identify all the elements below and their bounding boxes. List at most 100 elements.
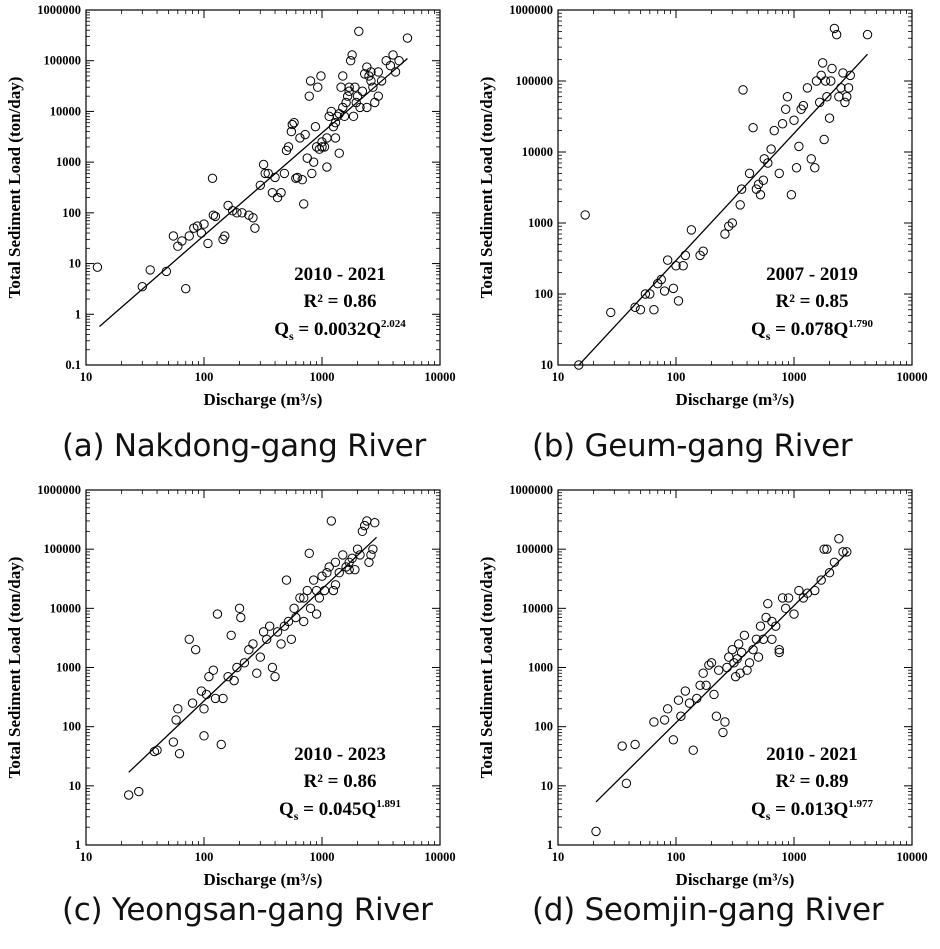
data-point bbox=[738, 85, 748, 95]
data-point bbox=[291, 173, 301, 184]
data-point bbox=[236, 612, 246, 623]
y-tick-label: 10000 bbox=[50, 601, 81, 615]
data-point bbox=[842, 92, 852, 102]
data-point bbox=[332, 111, 343, 122]
data-point bbox=[330, 580, 341, 590]
data-point bbox=[814, 97, 825, 108]
data-point bbox=[260, 168, 270, 179]
data-point bbox=[755, 190, 766, 200]
data-point bbox=[758, 175, 769, 185]
data-point bbox=[720, 229, 730, 239]
data-point bbox=[834, 534, 844, 544]
r-squared-label: R² = 0.89 bbox=[776, 771, 849, 792]
data-point bbox=[366, 550, 376, 560]
data-point bbox=[267, 662, 278, 673]
data-point bbox=[137, 281, 148, 292]
data-point bbox=[364, 557, 374, 567]
plot-frame bbox=[85, 9, 441, 366]
data-point bbox=[673, 296, 684, 306]
data-point bbox=[580, 210, 590, 220]
data-point bbox=[845, 70, 856, 81]
data-point bbox=[208, 210, 219, 220]
data-point bbox=[355, 102, 365, 113]
data-point bbox=[767, 616, 777, 627]
data-point bbox=[354, 26, 364, 37]
data-point bbox=[718, 727, 728, 738]
data-point bbox=[362, 102, 372, 113]
data-point bbox=[838, 547, 848, 557]
data-point bbox=[676, 711, 686, 721]
y-tick-label: 1000000 bbox=[509, 483, 553, 497]
data-point bbox=[123, 790, 134, 800]
y-tick-label: 1 bbox=[75, 307, 81, 321]
data-point bbox=[748, 644, 758, 655]
data-point bbox=[368, 544, 378, 554]
data-point bbox=[766, 144, 776, 154]
data-point bbox=[606, 307, 616, 318]
data-point bbox=[232, 208, 242, 218]
data-point bbox=[782, 92, 793, 102]
data-point bbox=[767, 634, 777, 644]
x-tick-label: 100 bbox=[195, 850, 214, 864]
x-tick-label: 10 bbox=[80, 370, 93, 384]
data-point bbox=[843, 83, 854, 93]
equation-body: = 0.078Q bbox=[770, 319, 848, 340]
chart-panel-d: 10 100 1000 10000 1 10 100 1000 10000 100000 10000… bbox=[472, 480, 940, 949]
data-point bbox=[295, 593, 305, 603]
data-point bbox=[662, 704, 673, 714]
data-point bbox=[345, 56, 356, 66]
data-point bbox=[744, 168, 755, 179]
data-point bbox=[366, 67, 376, 77]
data-point bbox=[777, 593, 788, 603]
data-point bbox=[635, 305, 646, 315]
data-point bbox=[210, 211, 221, 222]
x-tick-label: 1000 bbox=[782, 370, 807, 384]
equation-subscript: s bbox=[294, 809, 299, 823]
data-point bbox=[680, 686, 691, 696]
y-tick-label: 1000 bbox=[528, 661, 553, 675]
data-point bbox=[780, 603, 791, 614]
data-point bbox=[299, 593, 309, 603]
data-point bbox=[806, 154, 816, 164]
data-point bbox=[305, 76, 316, 86]
data-point bbox=[727, 218, 738, 228]
data-point bbox=[326, 106, 337, 117]
data-point bbox=[656, 274, 666, 285]
data-point bbox=[744, 658, 755, 668]
data-point bbox=[187, 698, 198, 708]
data-point bbox=[330, 133, 341, 143]
data-point bbox=[292, 172, 303, 183]
data-point bbox=[322, 568, 332, 578]
data-point bbox=[168, 231, 179, 241]
data-point bbox=[736, 647, 747, 658]
r-squared-label: R² = 0.86 bbox=[304, 771, 377, 792]
data-point bbox=[168, 737, 179, 747]
data-point bbox=[313, 82, 323, 92]
data-point bbox=[735, 200, 745, 210]
data-point bbox=[317, 571, 327, 581]
y-tick-label: 1000 bbox=[56, 661, 81, 675]
data-point bbox=[704, 660, 714, 670]
x-tick-label: 1000 bbox=[782, 850, 807, 864]
data-point bbox=[370, 518, 380, 528]
data-point bbox=[822, 92, 832, 102]
data-point bbox=[836, 83, 846, 93]
data-point bbox=[149, 746, 160, 757]
data-point bbox=[698, 668, 708, 678]
y-tick-label: 100000 bbox=[516, 542, 554, 556]
data-point bbox=[769, 125, 779, 136]
data-point bbox=[673, 695, 684, 705]
data-point bbox=[357, 86, 368, 96]
data-point bbox=[237, 208, 247, 218]
data-point bbox=[816, 70, 826, 81]
data-point bbox=[281, 575, 292, 585]
data-point bbox=[207, 173, 218, 184]
equation-exponent: 1.977 bbox=[848, 798, 873, 810]
data-point bbox=[824, 568, 835, 578]
data-point bbox=[394, 56, 404, 66]
data-point bbox=[671, 261, 681, 271]
plot-frame bbox=[557, 489, 913, 846]
data-point bbox=[722, 662, 732, 673]
data-point bbox=[727, 644, 738, 655]
data-point bbox=[802, 83, 813, 93]
